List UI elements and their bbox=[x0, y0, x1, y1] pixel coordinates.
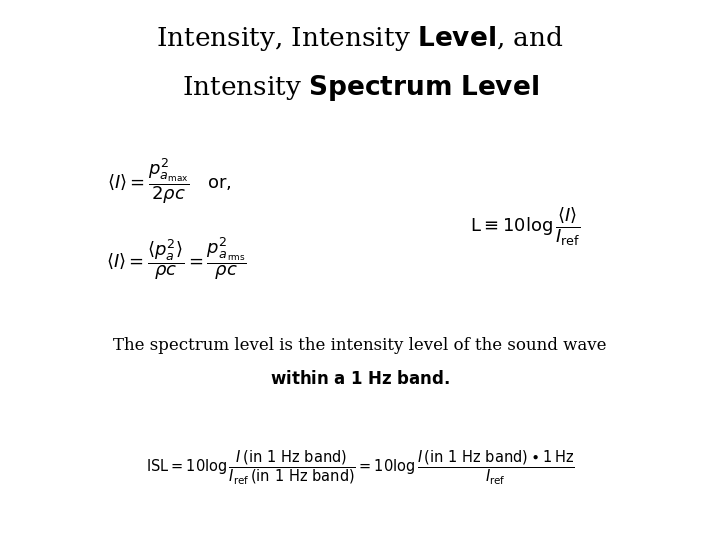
Text: $\mathrm{ISL} = 10\log\dfrac{I\,(\mathrm{in\ 1\ Hz\ band})}{I_{\mathrm{ref}}\,(\: $\mathrm{ISL} = 10\log\dfrac{I\,(\mathrm… bbox=[145, 448, 575, 486]
Text: $\mathrm{L} \equiv 10\log\dfrac{\langle I \rangle}{I_{\mathrm{ref}}}$: $\mathrm{L} \equiv 10\log\dfrac{\langle … bbox=[470, 205, 581, 248]
Text: Intensity $\mathbf{Spectrum\ Level}$: Intensity $\mathbf{Spectrum\ Level}$ bbox=[181, 73, 539, 103]
Text: $\langle I \rangle = \dfrac{p_{a_{\max}}^{2}}{2\rho c} \quad \mathrm{or,}$: $\langle I \rangle = \dfrac{p_{a_{\max}}… bbox=[107, 157, 232, 206]
Text: Intensity, Intensity $\mathbf{Level}$, and: Intensity, Intensity $\mathbf{Level}$, a… bbox=[156, 24, 564, 53]
Text: The spectrum level is the intensity level of the sound wave: The spectrum level is the intensity leve… bbox=[113, 338, 607, 354]
Text: $\langle I \rangle = \dfrac{\langle p_{a}^{2} \rangle}{\rho c} = \dfrac{p_{a_{\,: $\langle I \rangle = \dfrac{\langle p_{a… bbox=[106, 235, 247, 282]
Text: $\mathbf{within\ a\ 1\ Hz\ band.}$: $\mathbf{within\ a\ 1\ Hz\ band.}$ bbox=[270, 370, 450, 388]
